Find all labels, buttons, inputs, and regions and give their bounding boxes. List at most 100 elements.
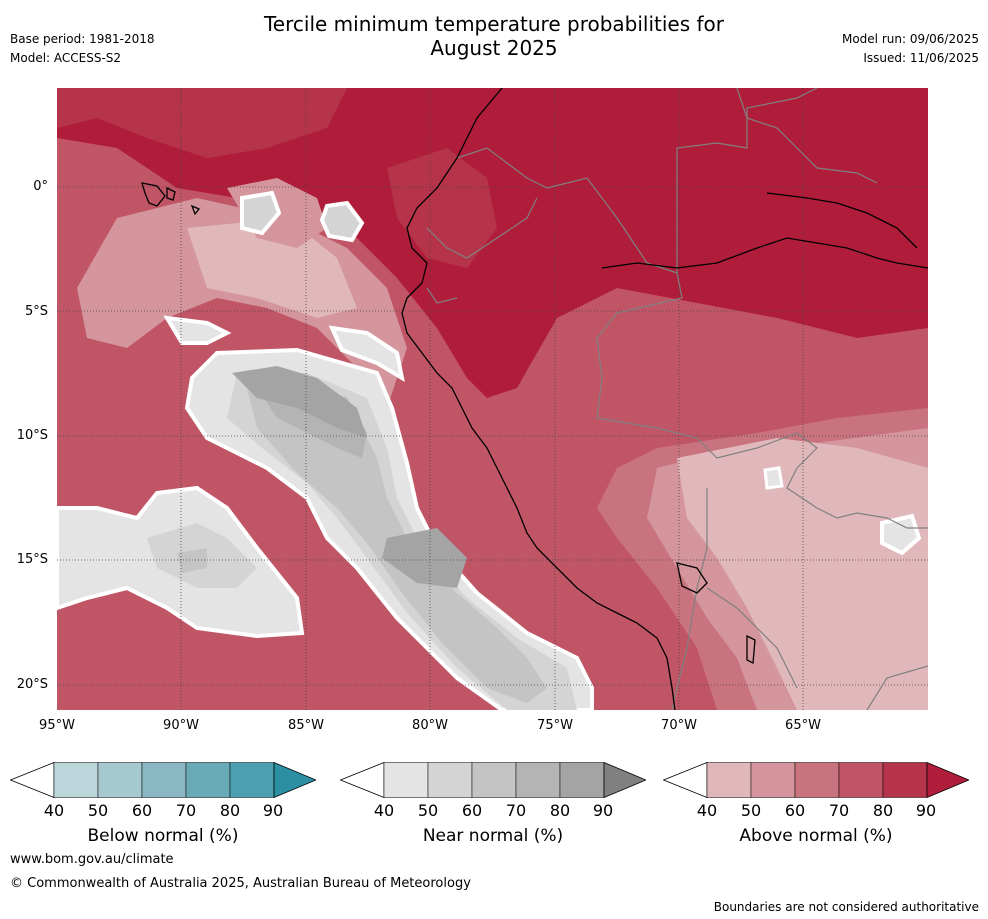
colorbar-swatch [471,762,517,798]
colorbar-near-normal-swatches [339,761,648,799]
near-normal-region-80-south [382,528,467,588]
above-tick-60: 60 [784,801,806,820]
below-tick-70: 70 [175,801,197,820]
colorbar-swatch-high [603,761,648,799]
colorbar-swatch [427,762,473,798]
colorbar-swatch [53,762,99,798]
country-boundaries [426,87,929,711]
colorbar-swatch [750,762,796,798]
website-link[interactable]: www.bom.gov.au/climate [10,852,174,867]
title-line-1: Tercile minimum temperature probabilitie… [263,12,725,36]
colorbar-swatch [706,762,752,798]
colorbar-swatch [383,762,429,798]
map-canvas [55,87,929,712]
colorbar-swatch [794,762,840,798]
lon-label-85w: 85°W [288,718,324,733]
above-tick-40: 40 [696,801,718,820]
model-name-text: Model: ACCESS-S2 [10,51,122,65]
near-normal-patch-5 [880,513,922,556]
below-tick-90: 90 [262,801,284,820]
border-bolivia-chile [671,488,708,711]
lon-label-95w: 95°W [39,718,75,733]
lon-label-80w: 80°W [412,718,448,733]
near-tick-40: 40 [373,801,395,820]
near-normal-patch-1 [240,190,282,236]
probability-map [55,87,929,712]
near-tick-60: 60 [461,801,483,820]
colorbar-swatch [185,762,231,798]
colorbar-above-normal [662,761,971,799]
near-normal-region-80 [232,366,367,438]
base-period-text: Base period: 1981-2018 [10,32,155,46]
below-normal-label: Below normal (%) [87,826,239,846]
near-normal-patch-4 [328,325,405,383]
above-tick-70: 70 [828,801,850,820]
colorbar-swatch-high [926,761,971,799]
above-40-region-southeast [677,438,928,710]
lake-bolivia [746,634,756,665]
above-80-region-nw [57,88,347,158]
below-tick-40: 40 [43,801,65,820]
colorbar-swatch-low [662,761,708,799]
model-run-text: Model run: 09/06/2025 [841,32,979,46]
lat-label-0: 0° [33,179,48,194]
above-40-region-offshore [187,218,357,318]
border-ecuador-peru [426,197,538,259]
near-tick-50: 50 [417,801,439,820]
near-normal-region-west-60 [177,548,207,573]
colorbar-below-normal [9,761,318,799]
above-90-region-north [57,88,928,398]
galapagos-island-2 [166,186,176,201]
lat-label-20s: 20°S [16,677,48,692]
colorbar-swatch [141,762,187,798]
lat-label-15s: 15°S [16,552,48,567]
graticule [57,88,928,710]
border-peru-brazil-bolivia [456,147,928,529]
lat-label-5s: 5°S [24,304,48,319]
near-normal-patch-2 [319,200,365,243]
coastline-west-south-america [401,87,676,711]
near-tick-90: 90 [592,801,614,820]
border-colombia-brazil [676,87,818,273]
colorbar-near-normal [339,761,648,799]
lon-label-75w: 75°W [537,718,573,733]
border-bolivia-paraguay [866,665,929,711]
colorbar-below-normal-swatches [9,761,318,799]
lon-label-70w: 70°W [661,718,697,733]
copyright-text: © Commonwealth of Australia 2025, Austra… [10,876,471,891]
below-tick-80: 80 [219,801,241,820]
above-tick-50: 50 [740,801,762,820]
river-amazon [601,237,929,269]
near-normal-patch-3 [163,315,232,345]
galapagos-island-1 [141,182,166,207]
lon-label-90w: 90°W [163,718,199,733]
above-normal-label: Above normal (%) [739,826,893,846]
above-tick-90: 90 [915,801,937,820]
river-negro [766,192,918,249]
lat-label-10s: 10°S [16,428,48,443]
colorbar-swatch [515,762,561,798]
colorbar-swatch [838,762,884,798]
colorbar-swatch-high [273,761,318,799]
colorbar-swatch [882,762,928,798]
colorbar-swatch [229,762,275,798]
coastline [141,87,929,711]
above-tick-80: 80 [872,801,894,820]
below-tick-60: 60 [131,801,153,820]
disclaimer-text: Boundaries are not considered authoritat… [713,900,979,914]
near-tick-80: 80 [549,801,571,820]
issued-date-text: Issued: 11/06/2025 [863,51,979,65]
lake-titicaca [676,562,708,594]
galapagos-island-3 [190,204,201,216]
above-80-region-coast [387,148,497,268]
title-line-2: August 2025 [430,36,558,60]
border-ecuador-peru-south [426,287,458,304]
colorbar-swatch [97,762,143,798]
lon-label-65w: 65°W [785,718,821,733]
near-tick-70: 70 [505,801,527,820]
border-bolivia-argentina [706,587,798,689]
below-tick-50: 50 [87,801,109,820]
border-colombia-venezuela [736,87,878,184]
near-normal-patch-6 [763,466,784,490]
colorbar-swatch [559,762,605,798]
